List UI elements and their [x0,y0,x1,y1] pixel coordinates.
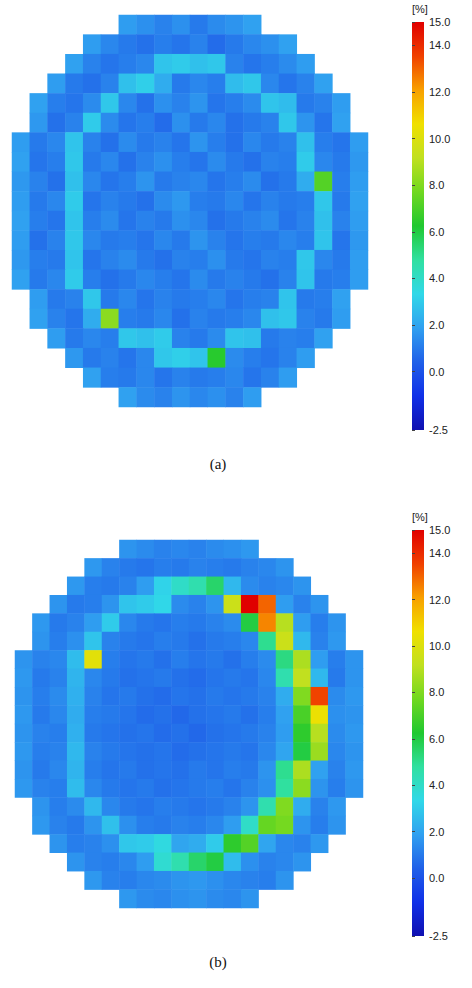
svg-text:2.0: 2.0 [429,826,444,838]
svg-text:14.0: 14.0 [429,547,450,559]
svg-text:(b): (b) [209,954,227,971]
svg-text:6.0: 6.0 [429,226,444,238]
svg-text:15.0: 15.0 [429,524,450,536]
svg-text:4.0: 4.0 [429,272,444,284]
svg-text:6.0: 6.0 [429,733,444,745]
svg-text:12.0: 12.0 [429,86,450,98]
svg-text:4.0: 4.0 [429,779,444,791]
svg-text:0.0: 0.0 [429,872,444,884]
svg-text:15.0: 15.0 [429,16,450,28]
svg-text:2.0: 2.0 [429,319,444,331]
svg-text:0.0: 0.0 [429,366,444,378]
svg-text:12.0: 12.0 [429,594,450,606]
svg-text:10.0: 10.0 [429,640,450,652]
svg-text:(a): (a) [210,456,227,473]
svg-text:-2.5: -2.5 [429,930,448,942]
svg-text:[%]: [%] [412,511,428,523]
svg-text:14.0: 14.0 [429,39,450,51]
svg-text:8.0: 8.0 [429,179,444,191]
svg-text:8.0: 8.0 [429,686,444,698]
svg-text:-2.5: -2.5 [429,424,448,436]
svg-text:10.0: 10.0 [429,133,450,145]
svg-text:[%]: [%] [412,3,428,15]
